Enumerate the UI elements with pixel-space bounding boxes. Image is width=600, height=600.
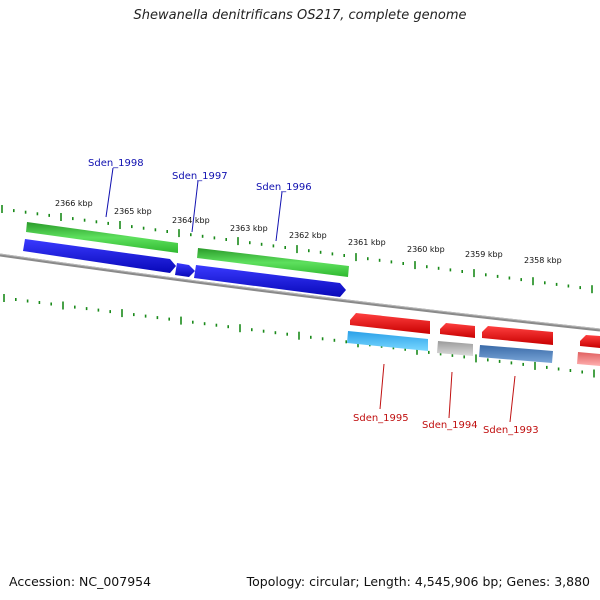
forward-cds-track	[26, 222, 349, 277]
label-sden-1993[interactable]: Sden_1993	[483, 425, 539, 436]
inner-tick-ring	[3, 294, 595, 378]
ruler-label-2363: 2363 kbp	[230, 224, 268, 233]
map-title: Shewanella denitrificans OS217, complete…	[133, 8, 467, 23]
label-leaders	[105, 167, 516, 423]
genome-backbone-highlight	[0, 253, 600, 330]
cds-sden-1993[interactable]	[479, 345, 553, 363]
cds-sden-1994[interactable]	[437, 341, 473, 356]
leader-sden-1996	[275, 191, 283, 242]
gene-sden-1995[interactable]	[350, 313, 430, 334]
label-sden-1996[interactable]: Sden_1996	[256, 182, 312, 193]
label-sden-1994[interactable]: Sden_1994	[422, 420, 478, 431]
cds-sden-1995[interactable]	[347, 331, 428, 351]
gene-sden-1994[interactable]	[440, 323, 475, 338]
ruler-label-2365: 2365 kbp	[114, 207, 152, 216]
genome-summary-text: Topology: circular; Length: 4,545,906 bp…	[246, 574, 590, 589]
leader-sden-1993	[509, 375, 516, 423]
label-sden-1997[interactable]: Sden_1997	[172, 171, 228, 182]
reverse-gene-track	[350, 313, 600, 348]
label-sden-1995[interactable]: Sden_1995	[353, 413, 409, 424]
ruler-labels: 2366 kbp 2365 kbp 2364 kbp 2363 kbp 2362…	[55, 199, 562, 265]
gene-partial-right[interactable]	[580, 335, 600, 348]
leader-sden-1998	[105, 167, 114, 218]
ruler-label-2358: 2358 kbp	[524, 256, 562, 265]
gene-sden-1998[interactable]	[23, 239, 176, 273]
green-feature-2[interactable]	[197, 248, 349, 277]
gene-sden-1997[interactable]	[175, 263, 195, 277]
cds-partial-right[interactable]	[577, 352, 600, 366]
leader-sden-1995	[379, 363, 385, 410]
ruler-label-2360: 2360 kbp	[407, 245, 445, 254]
gene-sden-1993[interactable]	[482, 326, 553, 345]
ruler-label-2366: 2366 kbp	[55, 199, 93, 208]
ruler-label-2361: 2361 kbp	[348, 238, 386, 247]
leader-sden-1994	[448, 371, 453, 419]
leader-sden-1997	[191, 180, 199, 233]
genome-backbone	[0, 253, 600, 332]
green-feature-1[interactable]	[26, 222, 178, 253]
gene-labels: Sden_1998 Sden_1997 Sden_1996 Sden_1995 …	[88, 158, 539, 436]
outer-tick-ring	[1, 205, 593, 294]
label-sden-1998[interactable]: Sden_1998	[88, 158, 144, 169]
reverse-cds-track	[347, 331, 600, 366]
forward-gene-track	[23, 239, 346, 297]
ruler-label-2362: 2362 kbp	[289, 231, 327, 240]
gene-sden-1996[interactable]	[194, 265, 346, 297]
ruler-label-2364: 2364 kbp	[172, 216, 210, 225]
ruler-label-2359: 2359 kbp	[465, 250, 503, 259]
accession-text: Accession: NC_007954	[9, 574, 152, 589]
